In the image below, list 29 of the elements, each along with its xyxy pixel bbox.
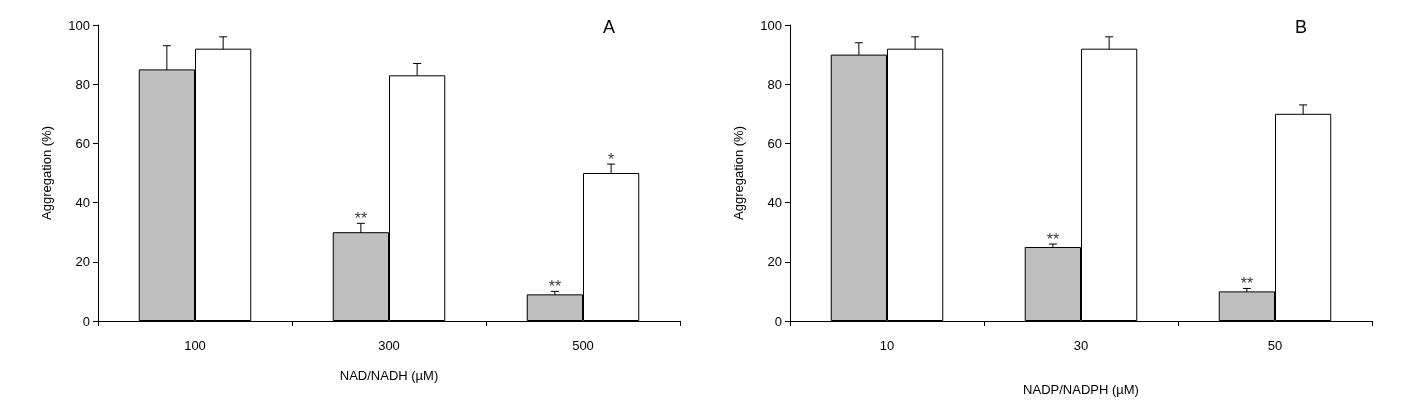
x-tick-label: 30 [1073,338,1089,353]
x-tick-label: 50 [1267,338,1283,353]
x-axis-title: NAD/NADH (µM) [339,368,439,383]
annotation: ** [1046,230,1060,248]
annotation: A [602,17,616,37]
x-tick-label: 10 [879,338,895,353]
annotation: ** [548,277,562,295]
y-tick-label: 0 [82,313,90,329]
y-tick-label: 20 [75,254,90,270]
y-tick-label: 20 [767,254,782,270]
annotation: * [608,150,615,168]
x-tick-label: 500 [572,338,594,353]
y-axis-title: Aggregation (%) [39,126,54,220]
y-tick-label: 40 [767,195,782,211]
y-tick-label: 100 [68,17,90,33]
x-tick-label: 300 [378,338,400,353]
y-tick-label: 60 [75,135,90,151]
y-tick-label: 80 [75,76,90,92]
annotation: B [1294,17,1308,37]
y-tick-label: 0 [774,313,782,329]
x-axis-title: NADP/NADPH (µM) [1023,382,1139,397]
annotation: ** [1240,274,1254,292]
x-tick-label: 100 [184,338,206,353]
y-tick-label: 60 [767,135,782,151]
y-tick-label: 40 [75,195,90,211]
y-tick-label: 80 [767,76,782,92]
y-axis-title: Aggregation (%) [731,126,746,220]
annotation: ** [354,209,368,227]
y-tick-label: 100 [760,17,782,33]
